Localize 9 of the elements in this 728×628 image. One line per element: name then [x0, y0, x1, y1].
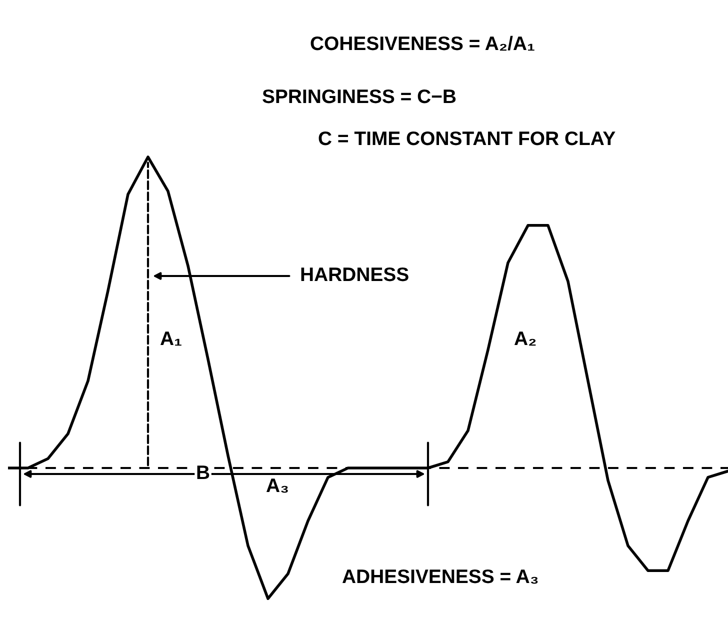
annotation: A₂	[514, 332, 536, 346]
annotation: ADHESIVENESS = A₃	[342, 569, 538, 584]
annotation: A₁	[160, 332, 182, 346]
annotation: A₃	[266, 478, 288, 493]
annotation: HARDNESS	[301, 267, 408, 282]
chart-title: COHESIVENESS = A₂/A₁	[310, 36, 534, 51]
text: C = TIME CONSTANT FOR CLAY	[318, 131, 616, 146]
text: SPRINGINESS = C−B	[262, 89, 456, 104]
annotation: B	[197, 466, 210, 480]
